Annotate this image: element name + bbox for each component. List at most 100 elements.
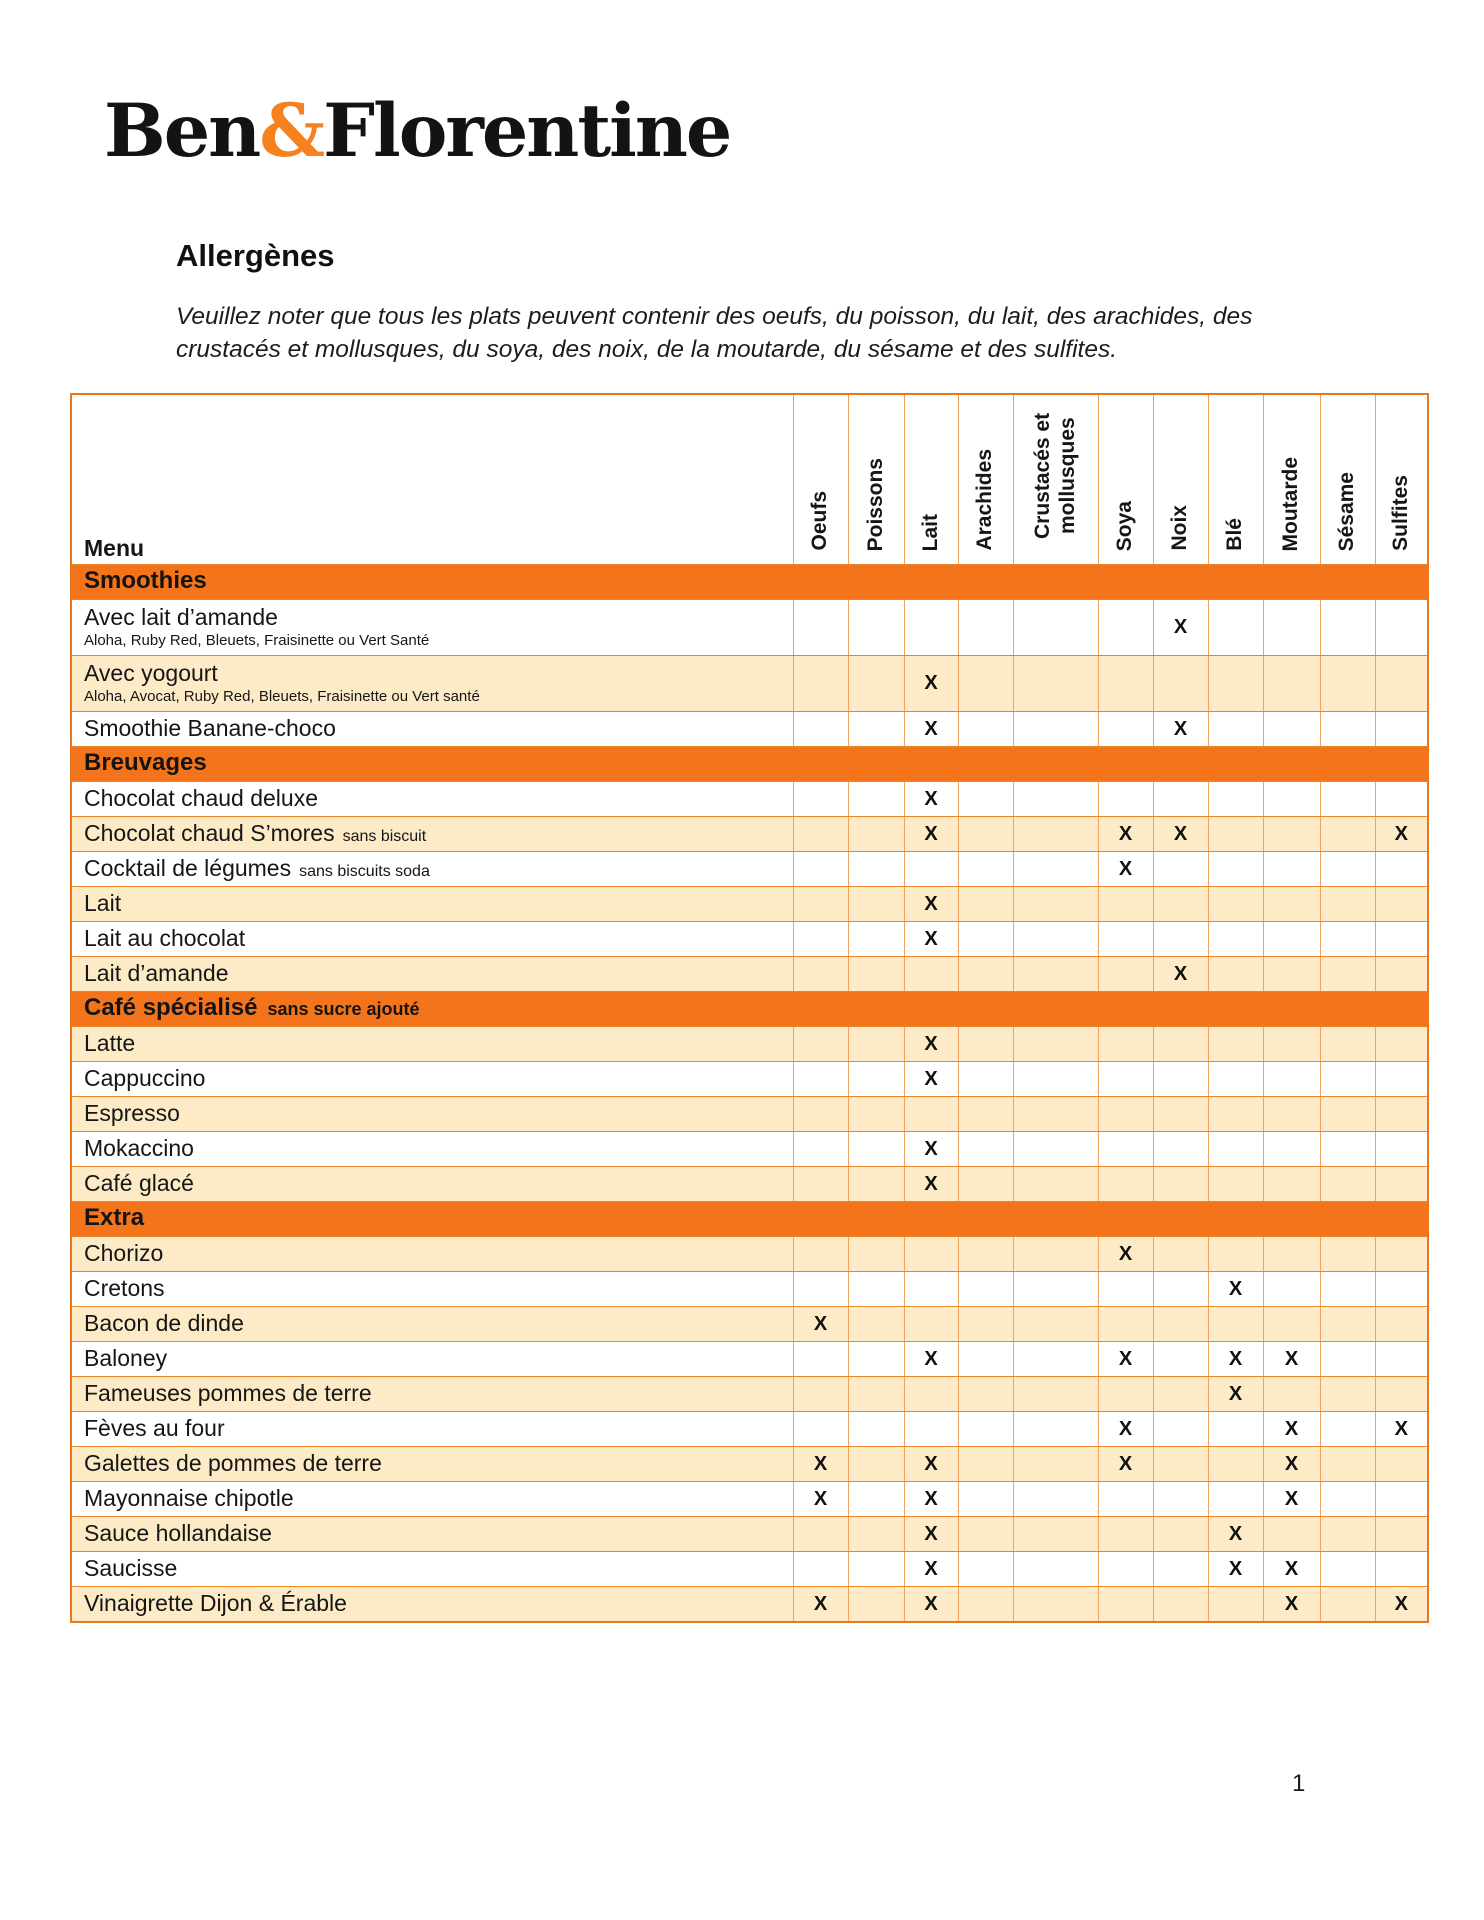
section-title: Extra [70,1201,1429,1237]
allergen-mark-cell [1097,599,1154,656]
allergen-mark-cell [1374,781,1429,817]
menu-item-label: Baloney [70,1341,794,1377]
allergen-column-label: Sulfites [1388,475,1412,551]
allergen-mark-cell: X [903,921,959,957]
menu-row: Espresso [70,1096,1429,1132]
allergen-mark-cell [1152,1306,1209,1342]
menu-item-name: Avec lait d’amande [84,603,278,630]
allergen-mark-cell [957,1446,1014,1482]
menu-row: Sauce hollandaise X X [70,1516,1429,1552]
allergen-mark-cell: X [1262,1551,1321,1587]
section-header-row: Breuvages [70,746,1429,782]
menu-item-name: Lait [84,889,122,916]
section-name: Smoothies [84,567,207,594]
allergen-mark-cell: X [1152,599,1209,656]
menu-item-label: Cocktail de légumes sans biscuits soda [70,851,794,887]
allergen-mark-cell [1262,851,1321,887]
allergen-mark-cell [1152,1446,1209,1482]
allergen-column-header: Sulfites [1374,393,1429,565]
allergen-mark-cell [1012,1586,1099,1623]
allergen-mark-cell [1262,711,1321,747]
allergen-mark-cell: X [903,655,959,712]
allergen-mark-cell [1012,1166,1099,1202]
allergen-mark-cell: X [903,1586,959,1623]
allergen-mark-cell [1374,921,1429,957]
menu-row: Saucisse X X X [70,1551,1429,1587]
allergen-mark-cell [847,1341,905,1377]
allergen-column-label: Noix [1168,505,1192,551]
menu-row: Bacon de dinde X [70,1306,1429,1342]
allergen-mark-cell [792,655,849,712]
allergen-mark-cell [957,1026,1014,1062]
allergen-mark-cell [1012,1516,1099,1552]
allergen-mark-cell [1262,1096,1321,1132]
allergen-column-header: Moutarde [1262,393,1321,565]
allergen-mark-cell [1319,1026,1376,1062]
menu-item-name: Vinaigrette Dijon & Érable [84,1589,347,1616]
section-header-row: Café spécialisé sans sucre ajouté [70,991,1429,1027]
allergen-mark-cell: X [903,1166,959,1202]
allergen-mark-cell [1097,1026,1154,1062]
allergen-mark-cell [1262,1516,1321,1552]
logo-text-florentine: Florentine [323,88,732,174]
allergen-mark-cell: X [792,1446,849,1482]
allergen-mark-cell: X [903,1026,959,1062]
allergen-mark-cell: X [903,711,959,747]
allergen-mark-cell [1012,956,1099,992]
allergen-mark-cell [847,711,905,747]
allergen-column-label: Crustacés et mollusques [1030,412,1079,540]
menu-item-subtext: Aloha, Avocat, Ruby Red, Bleuets, Fraisi… [84,688,480,706]
allergen-mark-cell [1207,1026,1264,1062]
allergen-mark-cell [1152,1481,1209,1517]
menu-item-name: Mayonnaise chipotle [84,1484,294,1511]
allergen-mark-cell [1262,1061,1321,1097]
allergen-mark-cell [1152,1096,1209,1132]
allergen-mark-cell [1152,1166,1209,1202]
section-title: Smoothies [70,564,1429,600]
allergen-column-header: Lait [903,393,959,565]
menu-item-label: Sauce hollandaise [70,1516,794,1552]
allergen-mark-cell [847,921,905,957]
logo: Ben&Florentine [104,88,732,174]
menu-item-name: Chorizo [84,1239,164,1266]
allergen-mark-cell [1262,956,1321,992]
allergen-mark-cell: X [1152,816,1209,852]
allergen-mark-cell [1012,711,1099,747]
allergen-mark-cell [1319,1306,1376,1342]
page-number: 1 [1292,1770,1306,1797]
allergen-mark-cell [1012,1341,1099,1377]
allergen-mark-cell: X [903,816,959,852]
menu-item-label: Café glacé [70,1166,794,1202]
allergen-mark-cell [1374,655,1429,712]
allergen-mark-cell [1319,1586,1376,1623]
allergen-column-label: Moutarde [1279,456,1303,552]
allergen-mark-cell [1319,1481,1376,1517]
allergen-mark-cell [792,1341,849,1377]
allergen-column-header: Noix [1152,393,1209,565]
menu-item-name: Galettes de pommes de terre [84,1449,382,1476]
allergen-mark-cell: X [1097,816,1154,852]
allergen-mark-cell [957,1411,1014,1447]
allergen-mark-cell [957,886,1014,922]
allergen-mark-cell [847,886,905,922]
allergen-mark-cell [1097,921,1154,957]
allergen-mark-cell [1152,655,1209,712]
menu-item-name: Latte [84,1029,136,1056]
allergen-mark-cell [1319,1341,1376,1377]
allergen-mark-cell [957,1586,1014,1623]
allergen-mark-cell [957,851,1014,887]
allergen-mark-cell [1262,1271,1321,1307]
allergen-column-header: Poissons [847,393,905,565]
allergen-mark-cell [1097,1096,1154,1132]
allergen-mark-cell [957,1236,1014,1272]
allergen-mark-cell [1319,1446,1376,1482]
allergen-mark-cell: X [1262,1446,1321,1482]
allergen-mark-cell [1097,781,1154,817]
allergen-mark-cell [1374,1551,1429,1587]
allergen-mark-cell [847,1061,905,1097]
allergen-mark-cell [903,1236,959,1272]
menu-item-name: Lait au chocolat [84,924,246,951]
allergen-mark-cell [792,1026,849,1062]
allergen-mark-cell [1152,1551,1209,1587]
allergen-mark-cell [1207,655,1264,712]
